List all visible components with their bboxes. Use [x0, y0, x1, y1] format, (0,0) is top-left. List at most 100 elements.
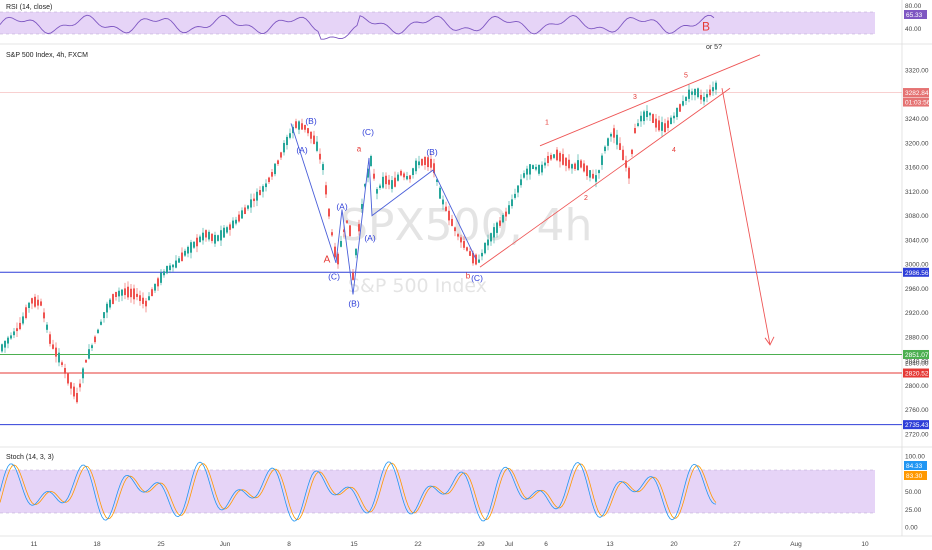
candle-body: [184, 250, 186, 256]
level-label: 3282.84: [905, 90, 929, 97]
candle-body: [397, 174, 399, 181]
candle-body: [658, 120, 660, 131]
candle-body: [310, 131, 312, 139]
candle-body: [715, 82, 717, 90]
candle-body: [307, 128, 309, 134]
countdown-badge: [903, 97, 929, 107]
wedge-upper-line: [539, 54, 761, 147]
candle-body: [337, 253, 339, 265]
candle-body: [421, 158, 423, 166]
candle-body: [532, 165, 534, 170]
candle-body: [541, 164, 543, 173]
stoch-d-value: 83.30: [906, 473, 923, 480]
candle-body: [598, 170, 600, 174]
candle-body: [85, 359, 87, 363]
candle-body: [496, 222, 498, 233]
level-label: 2986.56: [905, 270, 929, 277]
candle-body: [130, 288, 132, 298]
candle-body: [526, 168, 528, 175]
time-tick-label: 11: [31, 541, 38, 548]
candle-body: [328, 208, 330, 217]
price-tick-label: 2880.00: [905, 334, 929, 341]
candle-body: [247, 205, 249, 209]
candle-body: [31, 298, 33, 304]
price-tick-label: 3320.00: [905, 68, 929, 75]
forecast-arrow-head: [764, 336, 775, 346]
time-tick-label: 22: [414, 541, 422, 548]
candle-body: [136, 293, 138, 297]
wave-label-red: a: [357, 144, 362, 153]
candle-body: [652, 114, 654, 123]
candle-body: [343, 229, 345, 233]
wave-pattern-line: [290, 123, 477, 295]
candle-body: [457, 234, 459, 237]
wave-label-red: 5: [684, 72, 688, 79]
candle-body: [199, 236, 201, 242]
candle-body: [688, 89, 690, 99]
time-tick-label: 15: [350, 541, 358, 548]
candle-body: [499, 220, 501, 226]
candle-body: [127, 286, 129, 298]
time-tick-label: 27: [733, 541, 741, 548]
candle-body: [58, 352, 60, 363]
time-tick-label: 20: [670, 541, 678, 548]
candle-body: [265, 183, 267, 188]
candle-body: [385, 175, 387, 185]
candle-body: [64, 368, 66, 374]
candle-body: [124, 288, 126, 296]
candlesticks: [1, 80, 717, 404]
candle-body: [625, 160, 627, 168]
candle-body: [445, 206, 447, 211]
price-tick-label: 2760.00: [905, 407, 929, 414]
candle-body: [79, 383, 81, 388]
candle-body: [589, 170, 591, 178]
wave-label-red: 3: [633, 94, 637, 101]
candle-body: [322, 164, 324, 171]
time-tick-label: 29: [477, 541, 485, 548]
candle-body: [460, 237, 462, 243]
rsi-pane: RSI (14, close) 80.00 40.00 65.33: [0, 3, 927, 40]
candle-body: [211, 233, 213, 242]
time-tick-label: Jul: [505, 541, 514, 548]
candle-body: [640, 115, 642, 122]
candle-body: [382, 176, 384, 188]
candle-body: [391, 180, 393, 189]
stoch-tick-label: 50.00: [905, 489, 922, 496]
level-badge: [903, 88, 929, 98]
rsi-tick: 40.00: [905, 26, 922, 33]
wave-label-blue: (A): [364, 233, 376, 243]
candle-body: [82, 368, 84, 379]
drawings: [290, 54, 775, 346]
candle-body: [676, 107, 678, 118]
level-badge: [903, 349, 929, 359]
candle-body: [112, 294, 114, 304]
candle-body: [340, 241, 342, 247]
candle-body: [121, 289, 123, 296]
candle-body: [268, 177, 270, 183]
candle-body: [157, 278, 159, 287]
price-axis: 3320.003280.003240.003200.003160.003120.…: [905, 68, 929, 439]
candle-body: [235, 219, 237, 224]
candle-body: [100, 321, 102, 325]
candle-body: [523, 173, 525, 178]
candle-body: [400, 170, 402, 176]
candle-body: [22, 316, 24, 324]
price-tick-label: 2840.00: [905, 359, 929, 366]
candle-body: [70, 382, 72, 389]
candle-body: [613, 128, 615, 138]
candle-body: [118, 290, 120, 297]
candle-body: [331, 232, 333, 236]
candle-body: [430, 158, 432, 168]
candle-body: [469, 251, 471, 256]
watermark-name: S&P 500 Index: [348, 275, 487, 297]
candle-body: [406, 176, 408, 180]
candle-body: [238, 214, 240, 222]
main-title: S&P 500 Index, 4h, FXCM: [6, 52, 88, 59]
candle-body: [106, 303, 108, 313]
candle-body: [256, 191, 258, 201]
candle-body: [187, 246, 189, 254]
candle-body: [553, 154, 555, 158]
candle-body: [487, 239, 489, 246]
candle-body: [637, 123, 639, 127]
